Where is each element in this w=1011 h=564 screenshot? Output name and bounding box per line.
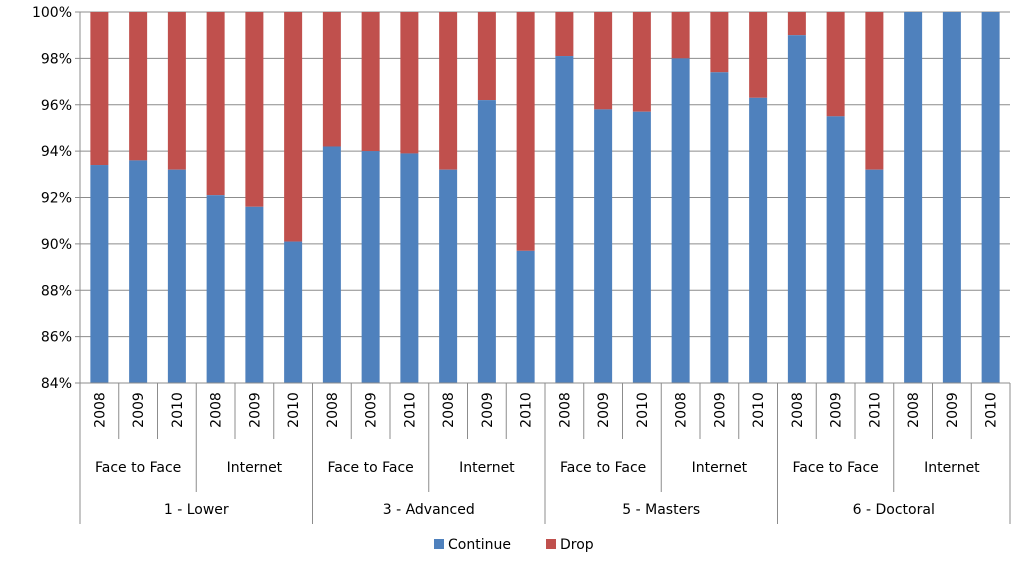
bar-drop xyxy=(245,12,264,207)
x-mode-label: Internet xyxy=(459,460,515,476)
bar-continue xyxy=(129,160,148,383)
x-year-label: 2009 xyxy=(364,392,380,428)
x-year-label: 2010 xyxy=(867,392,883,428)
bar-drop xyxy=(477,12,496,101)
x-mode-label: Internet xyxy=(692,460,748,476)
x-year-label: 2010 xyxy=(170,392,186,428)
x-year-label: 2008 xyxy=(209,392,225,428)
bar-continue xyxy=(516,250,535,383)
bar-continue xyxy=(361,151,380,383)
bar-continue xyxy=(245,206,264,383)
bar-continue xyxy=(400,153,419,383)
bar-drop xyxy=(167,12,186,170)
x-year-label: 2008 xyxy=(557,392,573,428)
x-mode-label: Internet xyxy=(924,460,980,476)
x-level-label: 1 - Lower xyxy=(164,502,229,518)
x-year-label: 2010 xyxy=(751,392,767,428)
x-year-label: 2010 xyxy=(984,392,1000,428)
x-year-label: 2009 xyxy=(247,392,263,428)
bar-drop xyxy=(671,12,690,59)
x-year-label: 2009 xyxy=(480,392,496,428)
bar-drop xyxy=(439,12,458,170)
x-year-label: 2008 xyxy=(790,392,806,428)
x-year-label: 2008 xyxy=(441,392,457,428)
y-tick-label: 100% xyxy=(32,5,72,21)
bar-continue xyxy=(167,169,186,383)
bar-continue xyxy=(749,97,768,383)
legend-label: Continue xyxy=(448,537,511,553)
y-tick-label: 84% xyxy=(41,376,72,392)
x-year-label: 2010 xyxy=(635,392,651,428)
bar-drop xyxy=(555,12,574,57)
x-year-label: 2008 xyxy=(906,392,922,428)
x-year-label: 2009 xyxy=(596,392,612,428)
y-tick-label: 94% xyxy=(41,144,72,160)
bar-drop xyxy=(749,12,768,98)
bar-continue xyxy=(826,116,845,383)
x-mode-label: Face to Face xyxy=(792,460,878,476)
bar-drop xyxy=(787,12,806,36)
x-level-label: 5 - Masters xyxy=(622,502,700,518)
x-year-label: 2009 xyxy=(712,392,728,428)
y-tick-label: 92% xyxy=(41,191,72,207)
x-year-label: 2010 xyxy=(402,392,418,428)
bar-continue xyxy=(206,195,225,383)
bar-drop xyxy=(284,12,303,242)
y-tick-label: 90% xyxy=(41,237,72,253)
bar-continue xyxy=(322,146,341,383)
x-mode-label: Face to Face xyxy=(95,460,181,476)
bar-drop xyxy=(361,12,380,152)
y-tick-label: 98% xyxy=(41,51,72,67)
bar-continue xyxy=(594,109,613,383)
y-tick-label: 88% xyxy=(41,283,72,299)
bar-continue xyxy=(787,35,806,383)
bar-continue xyxy=(284,241,303,383)
legend-swatch xyxy=(434,539,444,549)
x-year-label: 2008 xyxy=(674,392,690,428)
bar-continue xyxy=(632,111,651,384)
bar-drop xyxy=(594,12,613,110)
bar-continue xyxy=(439,169,458,383)
bar-drop xyxy=(206,12,225,196)
bar-drop xyxy=(129,12,148,161)
x-year-label: 2010 xyxy=(519,392,535,428)
x-year-label: 2008 xyxy=(325,392,341,428)
bar-drop xyxy=(90,12,109,166)
bar-continue xyxy=(555,56,574,384)
x-year-label: 2009 xyxy=(829,392,845,428)
legend-swatch xyxy=(546,539,556,549)
bar-continue xyxy=(865,169,884,383)
bar-drop xyxy=(632,12,651,112)
x-year-label: 2009 xyxy=(131,392,147,428)
x-year-label: 2010 xyxy=(286,392,302,428)
x-level-label: 3 - Advanced xyxy=(383,502,475,518)
x-mode-label: Face to Face xyxy=(560,460,646,476)
bar-continue xyxy=(981,12,1000,383)
x-level-label: 6 - Doctoral xyxy=(853,502,935,518)
y-tick-label: 96% xyxy=(41,98,72,114)
x-year-label: 2008 xyxy=(92,392,108,428)
bar-continue xyxy=(942,12,961,383)
bar-drop xyxy=(865,12,884,170)
x-year-label: 2009 xyxy=(945,392,961,428)
bar-drop xyxy=(322,12,341,147)
bar-continue xyxy=(90,165,109,383)
x-mode-label: Internet xyxy=(227,460,283,476)
bar-continue xyxy=(477,100,496,384)
bar-drop xyxy=(400,12,419,154)
legend-label: Drop xyxy=(560,537,594,553)
bar-continue xyxy=(904,12,923,383)
bar-continue xyxy=(710,72,729,383)
bar-drop xyxy=(826,12,845,117)
bar-drop xyxy=(710,12,729,73)
bar-drop xyxy=(516,12,535,251)
x-mode-label: Face to Face xyxy=(327,460,413,476)
bar-continue xyxy=(671,58,690,383)
y-tick-label: 86% xyxy=(41,330,72,346)
